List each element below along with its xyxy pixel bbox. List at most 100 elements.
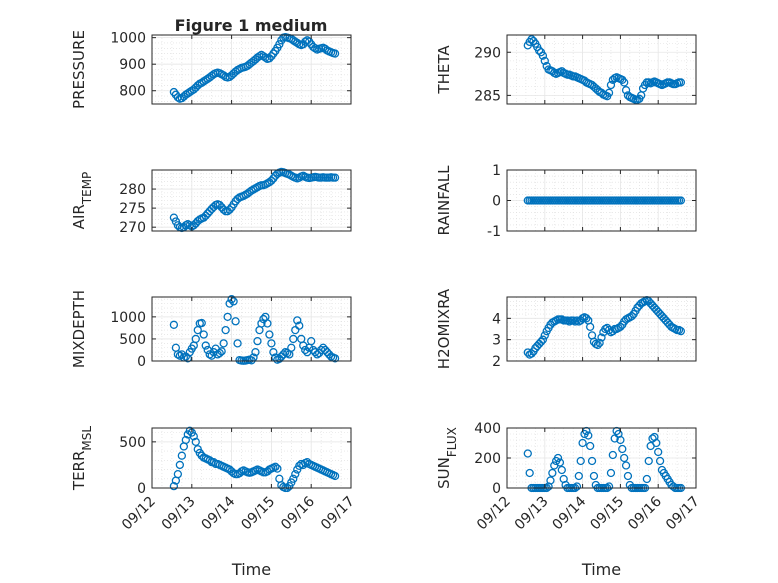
data-point <box>205 350 214 359</box>
axes-box <box>151 34 352 105</box>
data-point <box>620 78 629 87</box>
data-point <box>311 44 320 53</box>
data-point <box>606 80 616 90</box>
data-point <box>177 451 187 460</box>
data-point <box>191 437 200 447</box>
data-point <box>586 322 595 332</box>
x-tick-label: 09/14 <box>199 493 239 533</box>
axes-box <box>151 169 352 232</box>
y-axis-label: H2OMIXRA <box>435 288 453 369</box>
data-point <box>606 468 616 478</box>
x-axis-label: Time <box>581 560 621 579</box>
y-tick-label: 0 <box>492 194 501 210</box>
y-tick-label: 900 <box>119 57 146 73</box>
y-tick-label: 2 <box>492 354 501 370</box>
subplot-air-temp: 270 275 280 AIRTEMP <box>70 167 352 236</box>
data-point <box>618 444 627 454</box>
data-point <box>169 481 179 491</box>
data-point <box>555 458 565 467</box>
data-point <box>301 345 310 355</box>
data-point <box>261 53 270 62</box>
x-tick-label: 09/14 <box>550 493 590 533</box>
x-tick-label: 09/16 <box>278 493 318 533</box>
y-tick-label: 0 <box>492 481 501 497</box>
data-point <box>527 349 536 358</box>
y-tick-label: 1000 <box>110 31 146 47</box>
data-point <box>652 438 661 448</box>
data-point <box>267 176 276 185</box>
data-point <box>263 319 272 328</box>
data-point <box>271 462 280 471</box>
x-tick-label: 09/17 <box>318 494 358 534</box>
series-mixdepth <box>169 295 340 365</box>
figure-title: Figure 1 medium <box>175 16 328 35</box>
x-tick-label: 09/15 <box>587 494 627 534</box>
data-point <box>175 351 185 360</box>
series-theta <box>523 35 686 104</box>
data-point <box>257 319 266 328</box>
series-terr_msl <box>169 426 340 493</box>
data-point <box>536 337 546 346</box>
data-point <box>205 456 214 465</box>
data-point <box>291 469 300 479</box>
data-point <box>644 456 653 466</box>
data-point <box>676 78 686 87</box>
series-h2omixra <box>523 296 686 359</box>
data-point <box>523 348 532 357</box>
data-point <box>604 325 614 335</box>
data-point <box>227 295 236 304</box>
data-point <box>217 347 226 356</box>
x-tick-label: 09/13 <box>512 494 552 534</box>
y-tick-label: 270 <box>119 220 146 236</box>
data-point <box>538 335 548 344</box>
x-axis-label: Time <box>231 560 271 579</box>
data-point <box>676 326 686 336</box>
data-point <box>267 339 276 348</box>
data-point <box>289 474 298 483</box>
axes-box <box>151 296 352 362</box>
data-point <box>225 205 234 214</box>
data-point <box>175 460 185 470</box>
data-point <box>595 338 604 348</box>
data-point <box>604 88 614 97</box>
data-point <box>233 339 242 348</box>
data-point <box>586 441 595 451</box>
y-tick-label: 200 <box>474 451 501 467</box>
data-point <box>221 325 230 335</box>
data-point <box>616 322 625 332</box>
data-point <box>655 456 665 466</box>
data-point <box>623 471 633 481</box>
data-point <box>553 453 563 463</box>
subplot-rainfall: -1 0 1 RAINFALL <box>435 163 697 240</box>
subplot-terr-msl: 0 500 09/12 09/13 09/14 09/15 09/16 09/17 TERRMS… <box>70 426 358 579</box>
data-point <box>273 464 282 473</box>
x-tick-label: 09/17 <box>663 494 703 534</box>
y-axis-label: PRESSURE <box>70 30 88 109</box>
data-point <box>253 336 262 346</box>
data-point <box>525 468 534 478</box>
data-point <box>197 318 206 328</box>
y-tick-label: 1000 <box>110 310 146 326</box>
y-axis-label: AIRTEMP <box>70 172 94 230</box>
data-point <box>219 205 228 214</box>
x-tick-label: 09/12 <box>119 494 159 534</box>
data-point <box>584 431 593 440</box>
y-tick-label: 290 <box>474 45 501 61</box>
data-point <box>608 450 617 460</box>
data-point <box>219 339 228 348</box>
subplot-mixdepth: 0 500 1000 MIXDEPTH <box>70 290 352 370</box>
data-point <box>548 468 557 478</box>
y-tick-label: 500 <box>119 435 146 451</box>
data-point <box>265 54 274 63</box>
grid <box>151 428 352 489</box>
data-point <box>654 447 663 457</box>
data-point <box>576 456 585 466</box>
y-tick-label: 500 <box>119 332 146 348</box>
y-axis-label: THETA <box>435 45 453 95</box>
data-point <box>627 312 636 321</box>
y-tick-label: 0 <box>137 354 146 370</box>
data-point <box>597 333 606 342</box>
data-point <box>589 471 599 481</box>
